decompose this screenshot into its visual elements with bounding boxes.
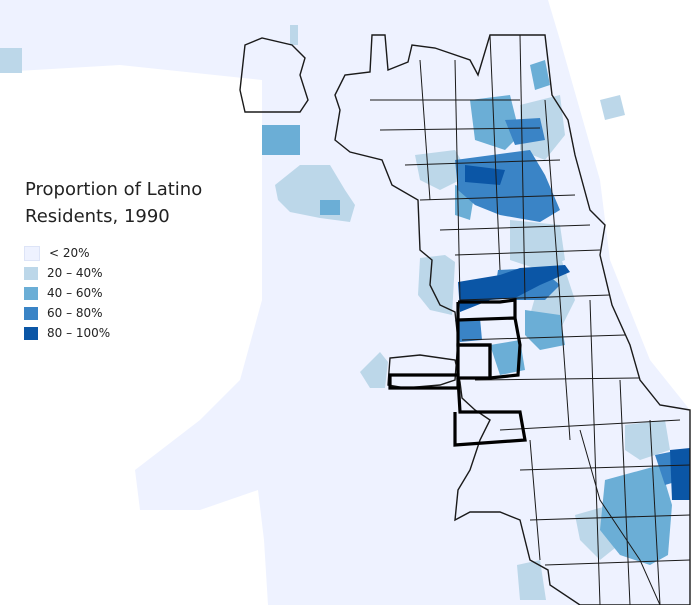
legend-item-60-80: 60 – 80% [24, 303, 110, 323]
highlighted-study-area [388, 298, 527, 447]
city-boundaries [239, 34, 691, 605]
legend-label: 20 – 40% [47, 266, 103, 280]
legend-item-20-40: 20 – 40% [24, 263, 110, 283]
legend-item-40-60: 40 – 60% [24, 283, 110, 303]
legend-title-line-2: Residents, 1990 [25, 206, 170, 227]
legend-swatch [24, 326, 38, 340]
legend-swatch [24, 286, 38, 300]
legend-swatch [24, 245, 40, 261]
legend-label: 80 – 100% [47, 326, 111, 340]
legend-swatch [24, 266, 38, 280]
legend-title-line-1: Proportion of Latino [25, 179, 203, 200]
legend-swatch [24, 306, 38, 320]
legend-item-lt20: < 20% [24, 243, 110, 263]
legend-label: < 20% [49, 246, 90, 260]
legend-item-80-100: 80 – 100% [24, 323, 110, 343]
tracts-80-100 [458, 165, 690, 500]
legend-title: Proportion of Latino Residents, 1990 [25, 176, 202, 230]
legend-label: 60 – 80% [47, 306, 103, 320]
legend-label: 40 – 60% [47, 286, 103, 300]
legend: < 20% 20 – 40% 40 – 60% 60 – 80% 80 – 10… [24, 243, 110, 343]
